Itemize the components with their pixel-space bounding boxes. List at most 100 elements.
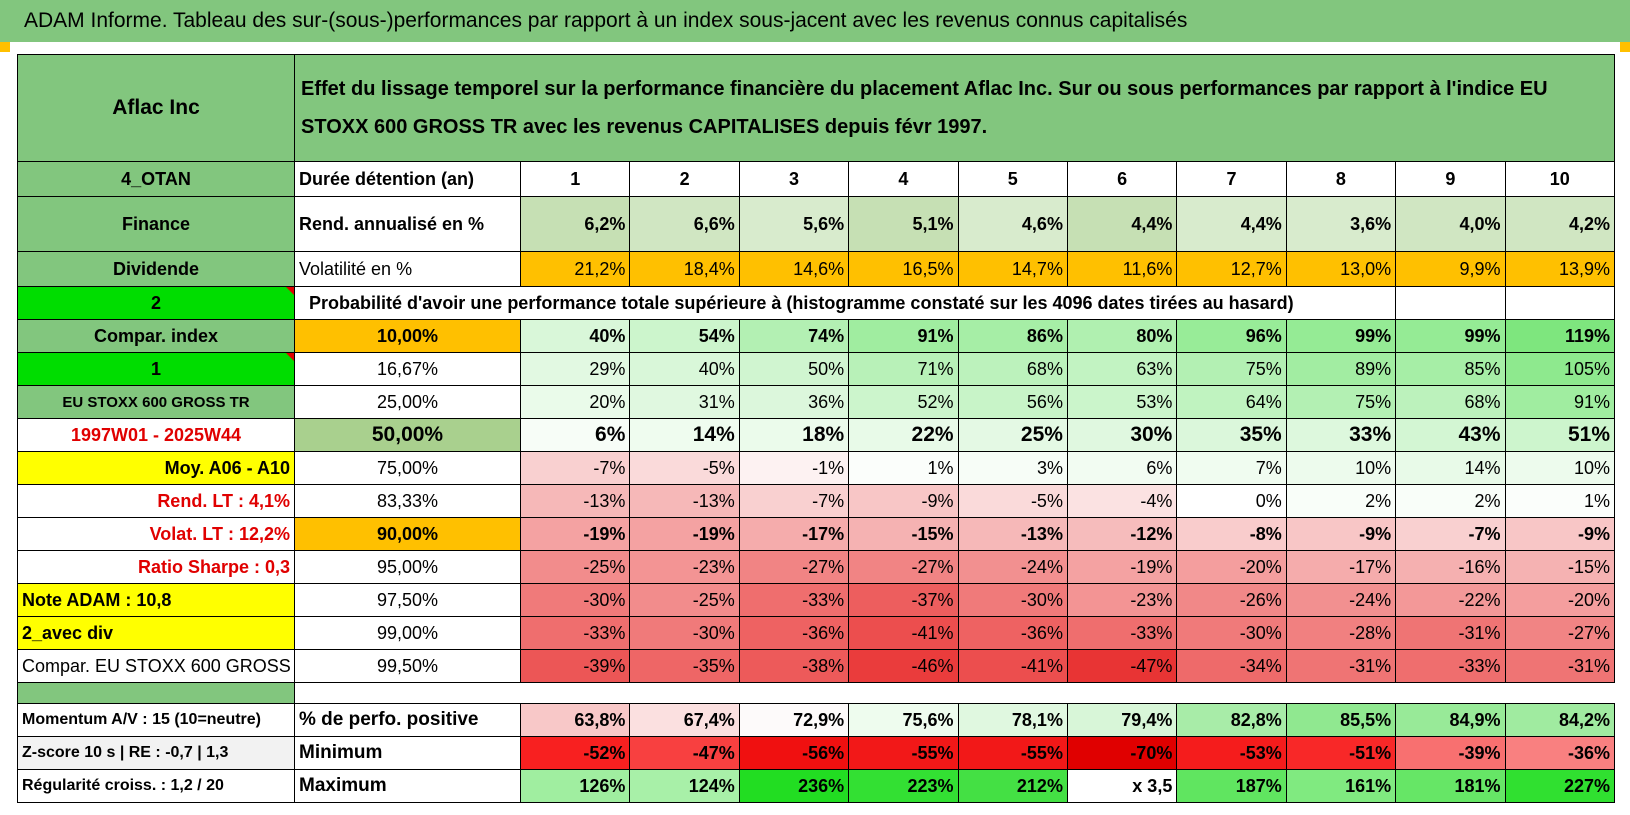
- table-row: 1 16,67% 29% 40% 50% 71% 68% 63% 75% 89% 85% 105%: [17, 352, 1616, 386]
- value-cell: 10%: [1504, 451, 1616, 485]
- row-label: Compar. EU STOXX 600 GROSS TR: [17, 649, 295, 683]
- value-cell: 99%: [1285, 319, 1397, 353]
- value-cell: -47%: [629, 736, 740, 770]
- value-cell: 124%: [629, 769, 740, 803]
- value-cell: 82,8%: [1176, 703, 1287, 737]
- value-cell: 223%: [848, 769, 959, 803]
- value-cell: -19%: [629, 517, 740, 551]
- summary-label: Momentum A/V : 15 (10=neutre): [17, 703, 295, 737]
- value-cell: 10: [1504, 161, 1616, 197]
- row-label: Moy. A06 - A10: [17, 451, 295, 485]
- value-cell: 56%: [957, 385, 1068, 419]
- value-cell: -55%: [848, 736, 959, 770]
- summary-row: Régularité croiss. : 1,2 / 20 Maximum 126%…: [17, 769, 1616, 803]
- value-cell: 1%: [1504, 484, 1616, 518]
- value-cell: 14%: [1395, 451, 1506, 485]
- row-sublabel: Durée détention (an): [294, 161, 521, 197]
- table-row: Rend. LT : 4,1% 83,33% -13% -13% -7% -9% -5% -4…: [17, 484, 1616, 518]
- row-label: Finance: [17, 196, 295, 252]
- summary-row: Z-score 10 s | RE : -0,7 | 1,3 Minimum -52…: [17, 736, 1616, 770]
- value-cell: 6,6%: [629, 196, 740, 252]
- row-label: 4_OTAN: [17, 161, 295, 197]
- value-cell: 75%: [1176, 352, 1287, 386]
- value-cell: 78,1%: [957, 703, 1068, 737]
- value-cell: 126%: [519, 769, 631, 803]
- value-cell: 2: [629, 161, 740, 197]
- value-cell: -17%: [738, 517, 850, 551]
- value-cell: 3: [738, 161, 850, 197]
- spacer: [17, 682, 295, 704]
- value-cell: -20%: [1504, 583, 1616, 617]
- value-cell: -33%: [519, 616, 631, 650]
- table-row: 2 Probabilité d'avoir une performance tot…: [17, 286, 1616, 320]
- value-cell: 51%: [1504, 418, 1616, 452]
- empty-cell: [1395, 286, 1506, 320]
- value-cell: -19%: [1066, 550, 1178, 584]
- value-cell: -7%: [1395, 517, 1506, 551]
- value-cell: 4: [848, 161, 959, 197]
- value-cell: 14,6%: [738, 251, 850, 287]
- row-label: Rend. LT : 4,1%: [17, 484, 295, 518]
- value-cell: -30%: [957, 583, 1068, 617]
- value-cell: 63,8%: [519, 703, 631, 737]
- value-cell: 35%: [1176, 418, 1287, 452]
- value-cell: -30%: [629, 616, 740, 650]
- value-cell: -52%: [519, 736, 631, 770]
- value-cell: 21,2%: [519, 251, 631, 287]
- summary-label: Z-score 10 s | RE : -0,7 | 1,3: [17, 736, 295, 770]
- value-cell: 6,2%: [519, 196, 631, 252]
- row-sublabel: 99,50%: [294, 649, 521, 683]
- value-cell: 43%: [1395, 418, 1506, 452]
- value-cell: 99%: [1395, 319, 1506, 353]
- value-cell: -36%: [738, 616, 850, 650]
- value-cell: 1: [519, 161, 631, 197]
- value-cell: 6: [1066, 161, 1178, 197]
- value-cell: -31%: [1395, 616, 1506, 650]
- value-cell: 12,7%: [1176, 251, 1287, 287]
- value-cell: 54%: [629, 319, 740, 353]
- table-row: Volat. LT : 12,2% 90,00% -19% -19% -17% -15% -…: [17, 517, 1616, 551]
- value-cell: 3,6%: [1285, 196, 1397, 252]
- value-cell: 85%: [1395, 352, 1506, 386]
- row-sublabel: 95,00%: [294, 550, 521, 584]
- value-cell: 4,2%: [1504, 196, 1616, 252]
- value-cell: 64%: [1176, 385, 1287, 419]
- value-cell: -1%: [738, 451, 850, 485]
- value-cell: 18%: [738, 418, 850, 452]
- value-cell: -15%: [848, 517, 959, 551]
- table-row: EU STOXX 600 GROSS TR 25,00% 20% 31% 36% 52% 5…: [17, 385, 1616, 419]
- value-cell: 9: [1395, 161, 1506, 197]
- value-cell: -53%: [1176, 736, 1287, 770]
- value-cell: 2%: [1285, 484, 1397, 518]
- value-cell: 36%: [738, 385, 850, 419]
- table-row: Compar. index 10,00% 40% 54% 74% 91% 86% 80% 96%…: [17, 319, 1616, 353]
- value-cell: -20%: [1176, 550, 1287, 584]
- value-cell: -13%: [629, 484, 740, 518]
- value-cell: -15%: [1504, 550, 1616, 584]
- summary-sublabel: % de perfo. positive: [294, 703, 521, 737]
- row-sublabel: 75,00%: [294, 451, 521, 485]
- value-cell: -27%: [1504, 616, 1616, 650]
- value-cell: -37%: [848, 583, 959, 617]
- value-cell: 4,4%: [1176, 196, 1287, 252]
- value-cell: -26%: [1176, 583, 1287, 617]
- value-cell: 84,2%: [1504, 703, 1616, 737]
- value-cell: 52%: [848, 385, 959, 419]
- value-cell: 72,9%: [738, 703, 850, 737]
- value-cell: -35%: [629, 649, 740, 683]
- table-row: Finance Rend. annualisé en % 6,2% 6,6% 5,6% 5…: [17, 196, 1616, 252]
- value-cell: 74%: [738, 319, 850, 353]
- value-cell: 53%: [1066, 385, 1178, 419]
- value-cell: 227%: [1504, 769, 1616, 803]
- value-cell: 5: [957, 161, 1068, 197]
- value-cell: 30%: [1066, 418, 1178, 452]
- summary-sublabel: Maximum: [294, 769, 521, 803]
- value-cell: -9%: [848, 484, 959, 518]
- value-cell: 0%: [1176, 484, 1287, 518]
- value-cell: 16,5%: [848, 251, 959, 287]
- value-cell: 4,6%: [957, 196, 1068, 252]
- summary-sublabel: Minimum: [294, 736, 521, 770]
- value-cell: -16%: [1395, 550, 1506, 584]
- summary-label: Régularité croiss. : 1,2 / 20: [17, 769, 295, 803]
